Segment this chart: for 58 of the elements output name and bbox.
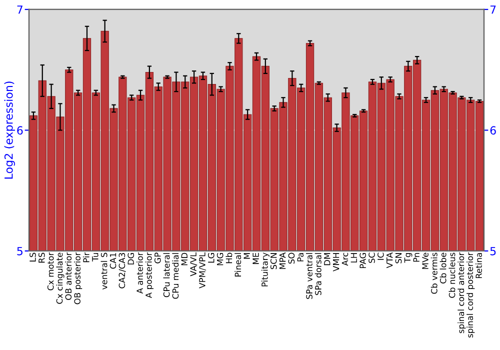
x-tick-label: VPM/VPL [199,252,206,288]
y2-tick-label: 6 [490,126,496,135]
x-tick-label: Cb lobe [440,252,446,284]
x-tick-label: Pn [413,253,420,262]
x-tick-label: A posterior [145,252,154,298]
y-axis-title: Log2 (expression) [4,82,15,179]
x-tick-label: SCN [270,253,277,270]
x-tick-label: CPu lateral [163,253,170,298]
x-tick-label: VMH [333,253,340,272]
x-tick-label: SC [368,252,375,263]
x-tick-label: MG [216,253,224,266]
x-tick-label: Cx cingulate [56,252,64,304]
x-tick-label: DG [128,253,134,264]
x-tick-label: IC [378,252,384,260]
x-tick-label: SO [288,252,295,264]
x-tick-label: Hb [226,252,232,264]
y2-tick-label: 7 [490,6,496,14]
x-tick-label: A anterior [136,252,143,294]
x-tick-label: OB posterior [74,252,82,304]
x-tick-label: CPu medial [172,253,179,299]
y-tick-label: 7 [17,6,22,14]
x-tick-label: Cb vermis [430,252,438,294]
x-tick-label: spinal cord posterior [466,252,475,338]
x-tick-label: Pa [297,253,304,262]
x-tick-label: VTA [386,252,393,268]
x-tick-label: Tu [92,253,98,262]
x-tick-label: ventral S [100,252,108,290]
y-tick-label: 6 [17,126,23,135]
x-tick-label: M [244,253,250,259]
x-tick-label: CA2/CA3 [118,253,126,288]
x-tick-label: Pir [82,252,90,262]
x-tick-label: RS [38,252,45,263]
x-tick-label: PAG [360,253,366,268]
x-tick-label: LH [350,253,357,262]
x-tick-label: LG [208,253,214,263]
y2-tick-label: 5 [490,247,496,256]
x-tick-label: Pineal [234,253,242,277]
x-tick-label: SN [395,253,402,264]
x-tick-label: Pituitary [261,252,270,286]
x-tick-label: OB anterior [65,252,72,300]
x-tick-label: spinal cord anterior [458,252,466,334]
x-tick-label: DM [324,253,330,266]
y-tick-label: 5 [17,247,22,256]
x-tick-label: Cb nucleus [448,252,456,298]
x-tick-label: ME [252,252,259,264]
x-tick-label: SPa ventral [306,253,312,299]
x-tick-label: Retina [476,253,482,278]
x-tick-label: MD [181,252,188,266]
x-tick-label: Arc [342,252,348,266]
x-tick-label: VA/VL [190,252,198,276]
x-tick-label: GP [154,252,161,264]
x-tick-label: MPA [279,252,286,269]
x-tick-label: CA1 [110,253,116,269]
x-tick-label: SPa dorsal [314,253,322,296]
x-tick-label: LS [30,252,36,262]
x-tick-label: Tg [404,253,412,263]
x-tick-label: Cx motor [47,252,54,290]
x-tick-label: MVe [422,252,428,269]
